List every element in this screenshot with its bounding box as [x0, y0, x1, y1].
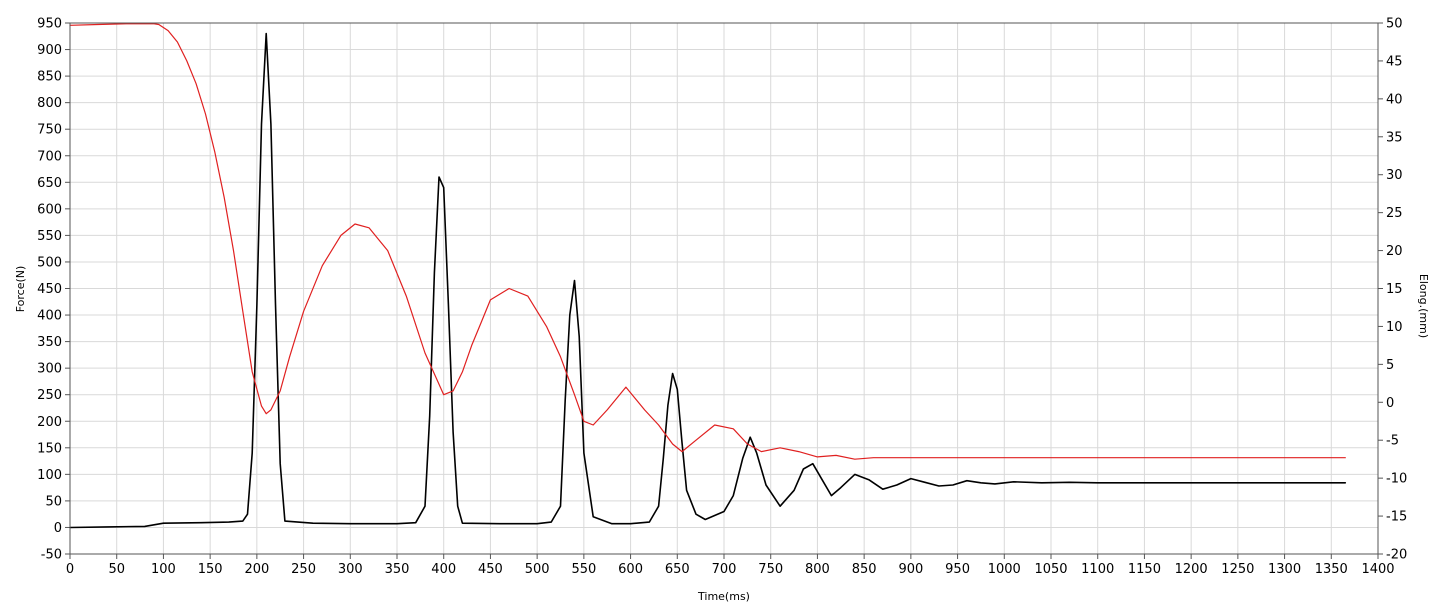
x-tick-label: 900 — [898, 562, 923, 577]
y-axis-title: Force(N) — [14, 266, 27, 313]
y-tick-label: 600 — [37, 202, 62, 217]
y-tick-label: 300 — [37, 362, 62, 377]
force-series-line — [69, 32, 1347, 529]
x-tick-label: 50 — [108, 562, 125, 577]
x-tick-label: 1000 — [988, 562, 1021, 577]
x-tick-label: 1150 — [1128, 562, 1161, 577]
y2-tick-label: 10 — [1386, 320, 1403, 335]
y2-tick-label: 40 — [1386, 92, 1403, 107]
y-tick-label: 750 — [37, 123, 62, 138]
y-tick-label: 150 — [37, 441, 62, 456]
tick-labels: 0 50 100 150 200 250 300 350 400 450 500 550 600 650 7… — [37, 17, 1407, 578]
y-tick-label: 550 — [37, 229, 62, 244]
x-tick-label: 1100 — [1081, 562, 1114, 577]
x-tick-label: 1350 — [1315, 562, 1348, 577]
y2-tick-label: -20 — [1386, 548, 1407, 563]
x-tick-label: 200 — [244, 562, 269, 577]
y-tick-label: -50 — [41, 548, 62, 563]
tick-marks — [65, 22, 1383, 559]
y-tick-label: 350 — [37, 335, 62, 350]
x-axis-title: Time(ms) — [697, 590, 750, 603]
x-tick-label: 1300 — [1268, 562, 1301, 577]
plot-frame — [69, 22, 1379, 555]
y-tick-label: 700 — [37, 149, 62, 164]
x-tick-label: 250 — [291, 562, 316, 577]
x-tick-label: 1250 — [1221, 562, 1254, 577]
x-tick-label: 1400 — [1361, 562, 1394, 577]
x-tick-label: 1050 — [1034, 562, 1067, 577]
grid-lines — [69, 22, 1379, 555]
x-tick-label: 500 — [525, 562, 550, 577]
y2-tick-label: 25 — [1386, 206, 1403, 221]
x-tick-label: 300 — [338, 562, 363, 577]
x-tick-label: 1200 — [1175, 562, 1208, 577]
x-tick-label: 0 — [66, 562, 74, 577]
y-tick-label: 900 — [37, 43, 62, 58]
series-layer — [69, 23, 1347, 529]
y-tick-label: 100 — [37, 468, 62, 483]
y2-tick-label: -10 — [1386, 472, 1407, 487]
x-tick-label: 150 — [198, 562, 223, 577]
y2-tick-label: 0 — [1386, 396, 1394, 411]
y2-tick-label: 30 — [1386, 168, 1403, 183]
y-tick-label: 400 — [37, 309, 62, 324]
y-tick-label: 50 — [45, 494, 62, 509]
x-tick-label: 550 — [571, 562, 596, 577]
y-tick-label: 500 — [37, 255, 62, 270]
y2-tick-label: -5 — [1386, 434, 1399, 449]
x-tick-label: 700 — [712, 562, 737, 577]
y2-tick-label: -15 — [1386, 510, 1407, 525]
y2-tick-label: 45 — [1386, 54, 1403, 69]
y2-tick-label: 50 — [1386, 17, 1403, 32]
x-tick-label: 100 — [151, 562, 176, 577]
x-tick-label: 850 — [852, 562, 877, 577]
y2-tick-label: 5 — [1386, 358, 1394, 373]
y-tick-label: 200 — [37, 415, 62, 430]
x-tick-label: 350 — [385, 562, 410, 577]
x-tick-label: 800 — [805, 562, 830, 577]
y-tick-label: 0 — [54, 521, 62, 536]
x-tick-label: 600 — [618, 562, 643, 577]
y-tick-label: 950 — [37, 17, 62, 32]
y-tick-label: 250 — [37, 388, 62, 403]
x-tick-label: 650 — [665, 562, 690, 577]
y2-tick-label: 15 — [1386, 282, 1403, 297]
y-tick-label: 450 — [37, 282, 62, 297]
x-tick-label: 400 — [431, 562, 456, 577]
y-tick-label: 800 — [37, 96, 62, 111]
y2-axis-title: Elong.(mm) — [1417, 274, 1430, 338]
x-tick-label: 750 — [758, 562, 783, 577]
elongation-series-line — [69, 23, 1346, 460]
y-tick-label: 850 — [37, 70, 62, 85]
y2-tick-label: 35 — [1386, 130, 1403, 145]
y-tick-label: 650 — [37, 176, 62, 191]
x-tick-label: 450 — [478, 562, 503, 577]
x-tick-label: 950 — [945, 562, 970, 577]
y2-tick-label: 20 — [1386, 244, 1403, 259]
